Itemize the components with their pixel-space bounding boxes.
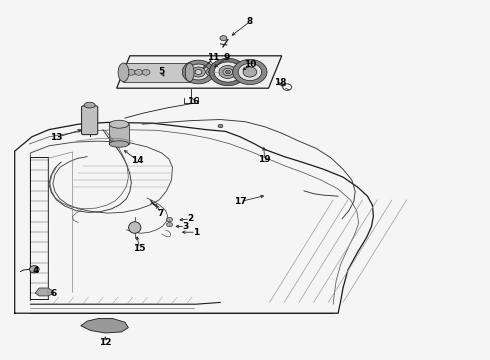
Circle shape — [219, 66, 237, 78]
Polygon shape — [81, 319, 128, 333]
Polygon shape — [117, 56, 282, 88]
Circle shape — [208, 70, 213, 74]
Text: 13: 13 — [50, 133, 63, 142]
Text: 5: 5 — [159, 68, 165, 77]
Text: 9: 9 — [223, 53, 230, 62]
Circle shape — [223, 68, 233, 76]
Ellipse shape — [128, 222, 141, 233]
Circle shape — [243, 67, 257, 77]
Text: 19: 19 — [258, 154, 271, 163]
Text: 18: 18 — [274, 78, 287, 87]
Bar — [109, 124, 129, 144]
Circle shape — [142, 69, 150, 75]
Text: 1: 1 — [193, 228, 199, 237]
Circle shape — [195, 69, 202, 75]
Polygon shape — [35, 288, 53, 296]
Ellipse shape — [109, 120, 129, 128]
Text: 15: 15 — [133, 244, 146, 253]
Text: 2: 2 — [187, 214, 193, 223]
Circle shape — [214, 62, 242, 82]
Text: 7: 7 — [157, 209, 164, 217]
Text: 8: 8 — [247, 17, 253, 26]
Ellipse shape — [118, 63, 129, 82]
Bar — [123, 63, 190, 82]
Text: 4: 4 — [32, 266, 39, 275]
Text: 11: 11 — [207, 53, 220, 62]
Circle shape — [127, 69, 135, 75]
Circle shape — [29, 266, 39, 273]
Text: 6: 6 — [51, 289, 57, 298]
Text: 17: 17 — [234, 197, 246, 206]
Circle shape — [220, 36, 227, 41]
Text: 10: 10 — [244, 60, 256, 69]
Circle shape — [167, 217, 172, 222]
Circle shape — [238, 63, 262, 81]
Circle shape — [167, 222, 172, 227]
Circle shape — [209, 58, 246, 86]
Circle shape — [188, 64, 209, 80]
Text: 14: 14 — [131, 156, 144, 165]
Text: 16: 16 — [187, 97, 200, 106]
Ellipse shape — [185, 63, 194, 82]
Text: 12: 12 — [99, 338, 112, 347]
Circle shape — [135, 69, 143, 75]
Circle shape — [225, 70, 230, 74]
Text: 3: 3 — [182, 222, 188, 231]
Circle shape — [192, 67, 205, 77]
Circle shape — [182, 60, 215, 84]
Ellipse shape — [84, 102, 95, 108]
Circle shape — [233, 59, 267, 85]
FancyBboxPatch shape — [81, 106, 98, 135]
Circle shape — [206, 68, 216, 76]
Ellipse shape — [109, 141, 129, 147]
Circle shape — [218, 124, 223, 128]
